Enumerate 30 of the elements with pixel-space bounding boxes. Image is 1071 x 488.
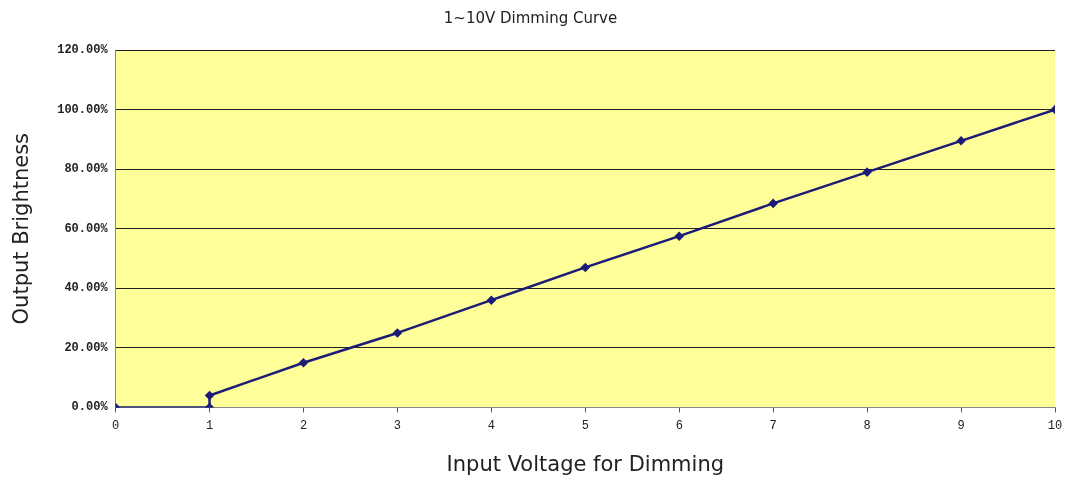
y-tick-label: 20.00% — [64, 340, 109, 355]
point — [487, 295, 496, 305]
point — [393, 328, 402, 338]
point — [956, 136, 966, 146]
x-tick-label: 8 — [863, 418, 871, 433]
x-tick-label: 0 — [112, 418, 120, 433]
x-tick-label: 5 — [581, 418, 589, 433]
y-tick-label: 80.00% — [64, 162, 109, 177]
x-tick-label: 2 — [299, 418, 308, 433]
y-axis-title: Output Brightness — [9, 132, 34, 325]
chart-title: 1~10V Dimming Curve — [443, 8, 618, 27]
x-tick-label: 10 — [1047, 418, 1063, 433]
x-tick-label: 3 — [393, 418, 402, 433]
point — [768, 199, 778, 208]
y-tick-label: 0.00% — [71, 400, 109, 415]
y-tick-label: 60.00% — [64, 221, 109, 236]
point — [674, 231, 684, 241]
point — [299, 358, 308, 367]
x-tick-label: 4 — [487, 418, 495, 433]
point — [862, 167, 872, 177]
y-tick-label: 40.00% — [64, 281, 109, 296]
x-tick-label: 6 — [675, 418, 683, 433]
y-tick-label: 100.00% — [57, 102, 109, 117]
x-axis-title: Input Voltage for Dimming — [446, 451, 725, 476]
point — [205, 391, 214, 400]
point — [581, 263, 590, 272]
x-tick-label: 7 — [769, 418, 777, 433]
x-tick-label: 1 — [205, 418, 214, 433]
y-tick-label: 120.00% — [57, 43, 109, 58]
x-tick-label: 9 — [957, 418, 965, 433]
